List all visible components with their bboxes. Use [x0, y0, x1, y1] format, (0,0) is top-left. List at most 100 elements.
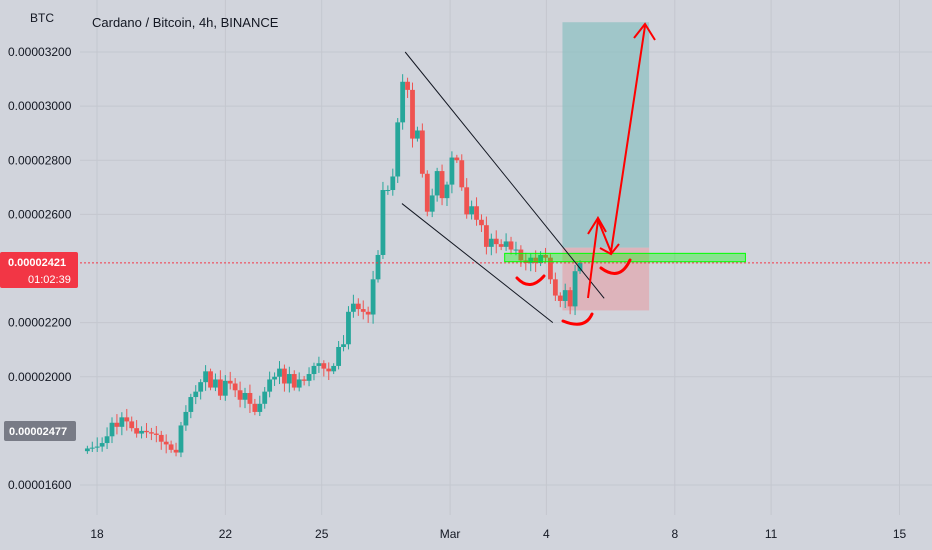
candle-body	[242, 392, 248, 400]
candle-body	[415, 130, 420, 139]
candle-body	[390, 176, 396, 191]
candle-body	[350, 303, 356, 312]
x-tick-label: Mar	[440, 527, 461, 541]
currency-label: BTC	[30, 11, 54, 25]
candle-body	[282, 368, 287, 384]
candle-body	[109, 422, 115, 437]
y-tick-label: 0.00002800	[8, 153, 72, 167]
candle-body	[400, 81, 406, 123]
candle-body	[193, 391, 199, 398]
x-tick-label: 15	[893, 527, 907, 541]
marker-price-value: 0.00002477	[9, 426, 67, 438]
candle-body	[479, 219, 484, 226]
candle-body	[543, 254, 548, 258]
candle-body	[84, 448, 90, 452]
candle-body	[449, 157, 455, 185]
candle-body	[104, 436, 110, 444]
candle-body	[326, 368, 332, 372]
candle-body	[257, 403, 263, 412]
candle-body	[548, 257, 553, 280]
candle-body	[277, 368, 282, 377]
candle-body	[306, 374, 312, 381]
y-tick-label: 0.00002200	[8, 316, 72, 330]
x-tick-label: 4	[543, 527, 550, 541]
candle-body	[247, 392, 253, 404]
candle-body	[469, 206, 475, 215]
candle-body	[99, 443, 105, 447]
candle-body	[124, 417, 130, 422]
candle-body	[346, 311, 351, 345]
candle-body	[237, 390, 243, 400]
bounce-mark-1	[515, 274, 546, 286]
candle-body	[168, 444, 174, 450]
candle-body	[459, 160, 465, 188]
lower-trendline	[401, 203, 554, 324]
candle-body	[94, 446, 100, 448]
candle-body	[464, 187, 470, 215]
chart-title: Cardano / Bitcoin, 4h, BINANCE	[92, 15, 279, 30]
arrow-head-2	[599, 243, 620, 256]
candle-body	[217, 379, 223, 396]
arrow-head-1	[587, 216, 607, 235]
x-tick-label: 22	[219, 527, 233, 541]
x-tick-label: 18	[90, 527, 104, 541]
candle-body	[503, 241, 509, 247]
risk-reward-box[interactable]	[562, 22, 650, 311]
candle-body	[444, 184, 450, 199]
candle-body	[498, 244, 504, 247]
candle-body	[208, 371, 213, 388]
candle-body	[360, 309, 366, 312]
candle-body	[227, 380, 233, 384]
candle-body	[410, 89, 415, 139]
candle-body	[163, 441, 169, 445]
candle-body	[267, 379, 273, 392]
candle-body	[321, 363, 327, 369]
x-tick-label: 25	[315, 527, 329, 541]
candle-body	[331, 365, 337, 372]
profit-zone[interactable]	[562, 22, 650, 248]
y-tick-label: 0.00003000	[8, 99, 72, 113]
support-zone	[504, 252, 746, 263]
projection-arrow	[587, 25, 646, 299]
candle-body	[144, 430, 149, 433]
candle-body	[272, 376, 277, 380]
x-tick-label: 8	[671, 527, 678, 541]
candle-body	[316, 363, 322, 366]
candle-body	[365, 311, 371, 315]
y-tick-label: 0.00002000	[8, 370, 72, 384]
marker-price-badge: 0.00002477	[4, 421, 76, 441]
candle-body	[557, 295, 563, 301]
current-price-value: 0.00002421	[8, 257, 66, 269]
candle-body	[158, 434, 164, 442]
grid	[80, 0, 932, 515]
candle-body	[395, 122, 401, 177]
candle-body	[538, 254, 543, 264]
bounce-mark-2	[561, 312, 594, 326]
candle-body	[385, 190, 391, 192]
candle-body	[262, 391, 268, 404]
candle-body	[311, 365, 317, 375]
candle-body	[149, 432, 154, 434]
candle-body	[375, 254, 381, 280]
candle-body	[213, 379, 218, 388]
candle-body	[153, 433, 159, 435]
candle-body	[129, 421, 135, 429]
candle-body	[429, 195, 435, 212]
candle-body	[424, 173, 430, 212]
candle-body	[222, 380, 228, 396]
candle-body	[405, 81, 410, 90]
annotations	[80, 22, 932, 326]
candle-body	[114, 422, 120, 427]
candle-body	[232, 383, 238, 391]
candle-body	[336, 346, 342, 366]
candle-body	[488, 238, 494, 247]
y-tick-label: 0.00002600	[8, 207, 72, 221]
candle-body	[89, 447, 95, 449]
countdown-timer: 01:02:39	[28, 274, 71, 286]
candle-body	[533, 257, 539, 264]
candle-body	[203, 371, 208, 383]
candle-body	[454, 157, 460, 161]
candle-body	[474, 206, 479, 220]
